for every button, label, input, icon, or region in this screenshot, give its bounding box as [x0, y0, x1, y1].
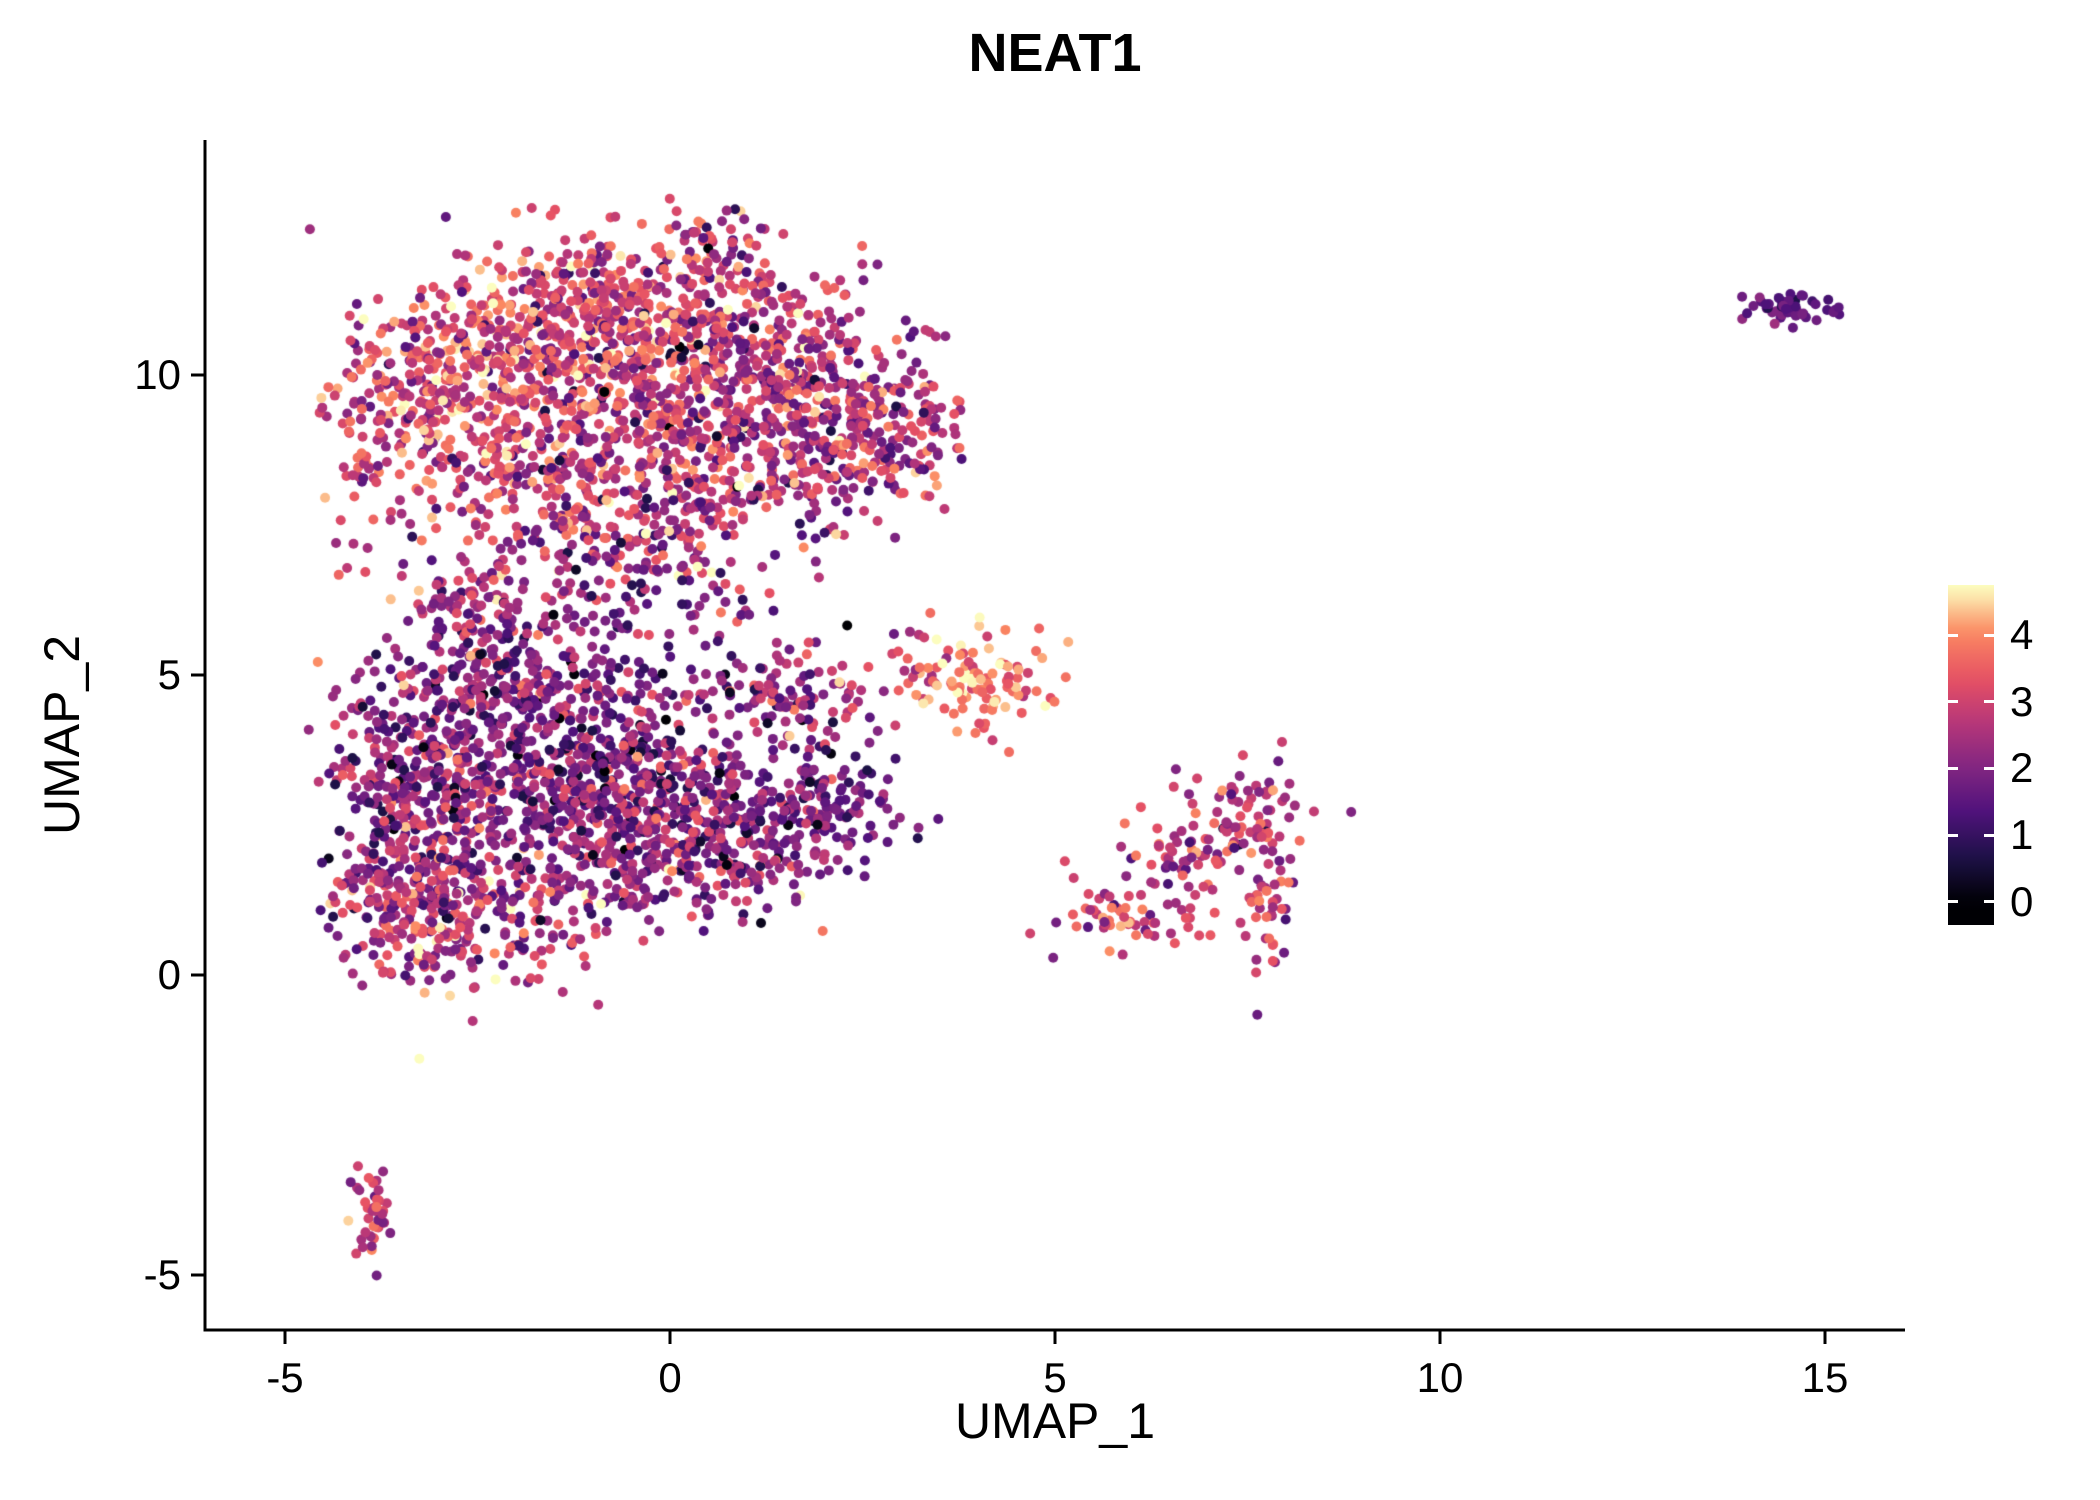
colorbar-tick-label: 2	[2010, 744, 2034, 792]
x-tick-label: 0	[658, 1354, 682, 1401]
colorbar-tick-mark	[1984, 833, 1994, 837]
colorbar-tick-mark	[1948, 633, 1958, 637]
plot-title: NEAT1	[968, 23, 1142, 83]
colorbar-tick-mark	[1984, 633, 1994, 637]
colorbar-tick-mark	[1948, 700, 1958, 704]
colorbar-gradient	[1948, 585, 1994, 925]
colorbar-tick-label: 4	[2010, 611, 2034, 658]
colorbar-tick-label: 0	[2010, 877, 2034, 925]
colorbar-tick-mark	[1984, 766, 1994, 770]
colorbar-tick-label: 1	[2010, 811, 2034, 858]
colorbar-tick-mark	[1948, 900, 1958, 904]
y-tick-label: 10	[134, 351, 181, 398]
x-tick-label: 15	[1801, 1354, 1849, 1401]
colorbar-tick-mark	[1984, 700, 1994, 704]
colorbar-tick-mark	[1948, 833, 1958, 837]
x-tick-label: -5	[266, 1354, 304, 1401]
y-tick-label: -5	[143, 1251, 181, 1298]
x-tick-label: 10	[1416, 1354, 1464, 1401]
x-tick-label: 5	[1043, 1354, 1067, 1401]
y-tick-label: 5	[157, 651, 181, 698]
colorbar-tick-mark	[1948, 766, 1958, 770]
colorbar-tick-label: 3	[2010, 677, 2034, 725]
y-tick-label: 0	[157, 951, 181, 998]
y-axis-label: UMAP_2	[34, 634, 90, 836]
umap-scatter-canvas	[205, 140, 1905, 1330]
x-axis-label: UMAP_1	[954, 1393, 1156, 1449]
colorbar-tick-mark	[1984, 900, 1994, 904]
